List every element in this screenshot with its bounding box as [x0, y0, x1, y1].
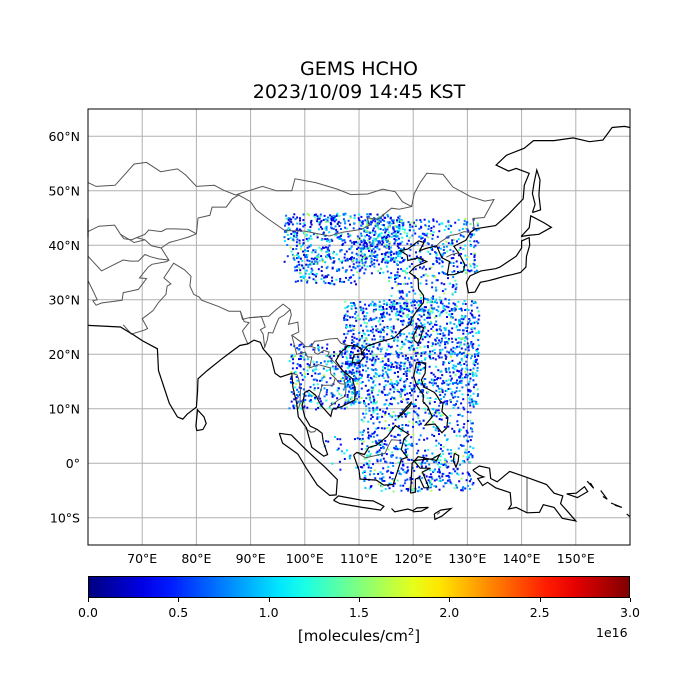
lon-tick-label: 140°E	[503, 551, 541, 566]
border-segment	[87, 161, 237, 196]
coastline-segment	[600, 490, 608, 500]
coastline-segment	[610, 502, 623, 508]
lat-tick-label: 30°N	[48, 292, 80, 307]
colorbar-label-sup: 2	[407, 627, 415, 638]
lat-tick-label: 40°N	[48, 238, 80, 253]
lon-tick-label: 130°E	[448, 551, 486, 566]
border-segment	[291, 335, 336, 400]
coastline-segment	[413, 325, 425, 345]
title-line-2: 2023/10/09 14:45 KST	[252, 81, 466, 103]
border-segment	[436, 511, 441, 515]
border-segment	[120, 233, 146, 244]
lon-tick-label: 70°E	[127, 551, 157, 566]
border-segment	[356, 439, 400, 459]
colorbar-tick-mark	[178, 598, 180, 602]
colorbar-label-text: [molecules/cm	[297, 627, 408, 645]
lat-tick-label: 20°N	[48, 347, 80, 362]
colorbar-tick-mark	[359, 598, 360, 602]
map-frame	[87, 108, 631, 546]
colorbar-tick-label: 0.5	[168, 605, 189, 620]
country-borders	[87, 161, 528, 515]
border-segment	[248, 316, 262, 319]
border-segment	[87, 259, 170, 306]
colorbar-label: [molecules/cm2]	[88, 627, 630, 645]
lon-tick-label: 80°E	[181, 551, 211, 566]
border-segment	[411, 172, 495, 233]
colorbar-tick-mark	[268, 598, 270, 602]
colorbar-tick-mark	[630, 598, 631, 602]
coastline-segment	[333, 495, 385, 511]
hcho-data-layer	[283, 212, 481, 493]
coastline-segment	[278, 432, 338, 497]
coastline-segment	[353, 424, 410, 486]
lon-tick-label: 150°E	[557, 551, 595, 566]
border-segment	[264, 309, 291, 348]
coastline-segment	[626, 513, 631, 518]
colorbar-tick-mark	[449, 598, 451, 602]
coastline-segment	[586, 480, 595, 489]
colorbar-tick-mark	[539, 598, 541, 602]
lon-tick-label: 100°E	[286, 551, 324, 566]
map-title: GEMS HCHO 2023/10/09 14:45 KST	[88, 58, 630, 104]
border-segment	[87, 224, 197, 241]
colorbar-tick-label: 2.5	[529, 605, 550, 620]
coastline-segment	[391, 506, 429, 513]
coastline-segment	[397, 401, 413, 418]
colorbar-tick-label: 1.5	[349, 605, 369, 620]
colorbar	[88, 576, 630, 598]
lon-tick-label: 120°E	[394, 551, 432, 566]
lat-tick-label: 10°S	[50, 510, 80, 525]
lat-tick-label: 10°N	[48, 401, 80, 416]
border-segment	[334, 377, 346, 385]
coastline-segment	[409, 452, 442, 494]
longitude-tick-labels: 70°E 80°E 90°E 100°E 110°E 120°E 130°E 140°E 150…	[127, 551, 595, 566]
border-segment	[305, 427, 317, 433]
title-line-1: GEMS HCHO	[299, 58, 419, 80]
latitude-tick-labels: 60°N 50°N 40°N 30°N 20°N 10°N 0° 10°S	[48, 129, 80, 526]
coastline-segment	[433, 507, 454, 521]
lat-tick-label: 60°N	[48, 129, 80, 144]
colorbar-exponent: 1e16	[596, 625, 628, 640]
lat-tick-label: 0°	[66, 456, 80, 471]
border-segment	[87, 237, 170, 272]
colorbar-tick-label: 1.0	[258, 605, 279, 620]
coastline-segment	[351, 353, 366, 365]
coastline-segment	[520, 214, 553, 238]
coastline-segment	[87, 125, 631, 457]
border-segment	[446, 252, 459, 258]
colorbar-tick-mark	[88, 598, 89, 602]
lon-tick-label: 110°E	[340, 551, 378, 566]
border-segment	[259, 316, 266, 350]
border-segment	[436, 231, 471, 247]
border-segment	[160, 178, 414, 249]
coastline-segment	[465, 236, 531, 294]
border-segment	[239, 311, 250, 345]
coastline-segment	[195, 408, 207, 432]
coastline-segment	[531, 167, 542, 214]
border-segment	[311, 346, 347, 408]
coastline-segment	[472, 465, 578, 522]
border-segment	[235, 193, 240, 196]
lon-tick-label: 90°E	[236, 551, 266, 566]
colorbar-label-end: ]	[414, 627, 421, 645]
colorbar-tick-label: 2.0	[439, 605, 460, 620]
colorbar-tick-label: 0.0	[78, 605, 98, 620]
coastline-segment	[452, 452, 460, 469]
colorbar-tick-label: 3.0	[620, 605, 640, 620]
coastline-segment	[566, 485, 589, 499]
border-segment	[291, 372, 302, 409]
coastlines	[87, 125, 631, 522]
lat-tick-label: 50°N	[48, 183, 80, 198]
coastline-segment	[413, 361, 449, 434]
